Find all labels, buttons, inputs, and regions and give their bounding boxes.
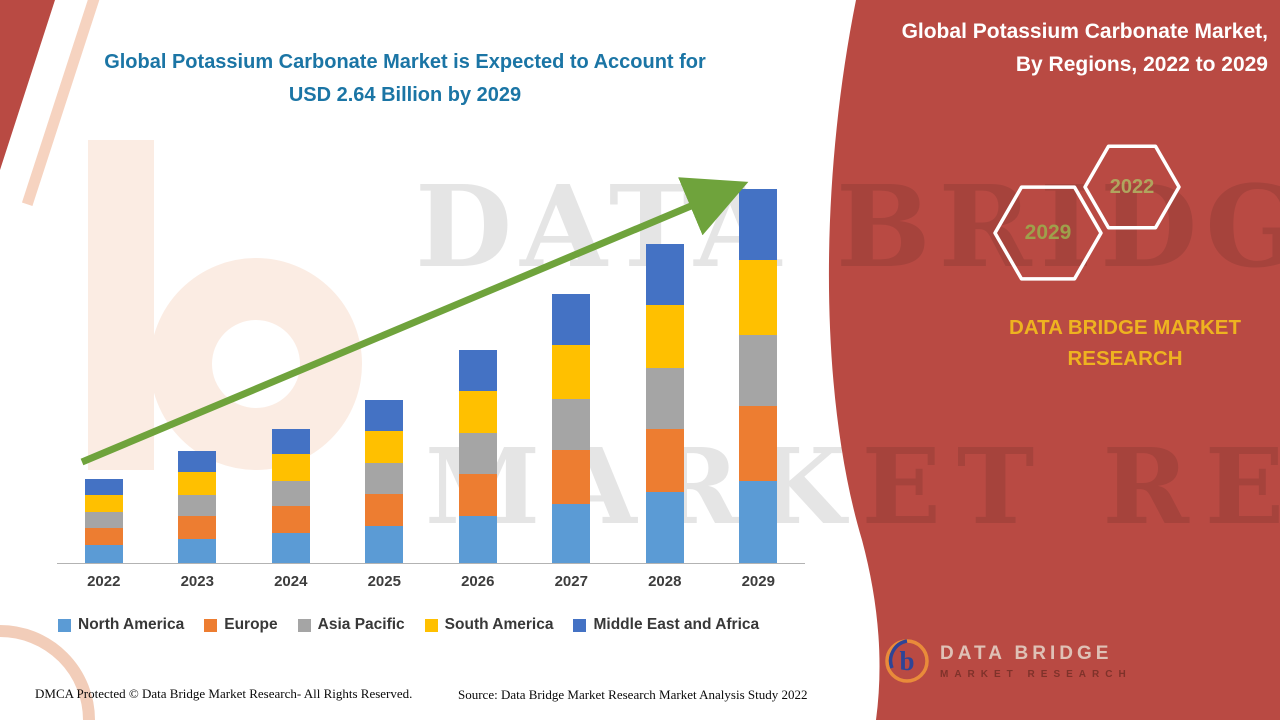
bar-segment-2027-asia-pacific (552, 399, 591, 450)
data-bridge-logo-icon: b (885, 639, 929, 683)
bar-segment-2025-south-america (365, 431, 404, 463)
bar-2022 (84, 479, 123, 563)
bar-segment-2026-south-america (458, 391, 497, 433)
bar-segment-2022-asia-pacific (84, 512, 123, 528)
bar-segment-2029-asia-pacific (739, 335, 778, 406)
x-label-2029: 2029 (741, 573, 775, 590)
bar-segment-2022-north-america (84, 545, 123, 563)
legend-label: Asia Pacific (317, 616, 405, 633)
bar-segment-2022-europe (84, 528, 123, 545)
bar-segment-2026-middle-east-and-africa (458, 350, 497, 391)
x-axis-labels: 2022 2023 2024 2025 2026 2027 2028 2029 (57, 573, 805, 590)
source-note: Source: Data Bridge Market Research Mark… (458, 687, 808, 702)
bar-2027 (552, 294, 591, 563)
legend-swatch (573, 618, 587, 632)
data-bridge-logo: b DATA BRIDGE MARKET RESEARCH (884, 638, 1132, 684)
bar-segment-2025-europe (365, 494, 404, 526)
legend-label: North America (78, 616, 185, 633)
bottom-left-arc-decoration (0, 625, 95, 720)
plot-area (57, 168, 805, 564)
bar-segment-2023-europe (178, 516, 217, 539)
bar-segment-2025-north-america (365, 526, 404, 563)
bar-segment-2024-south-america (271, 454, 310, 481)
logo-b-glyph: b (899, 646, 914, 676)
bar-segment-2023-asia-pacific (178, 495, 217, 516)
legend-label: Middle East and Africa (593, 616, 760, 633)
x-label-2026: 2026 (461, 573, 495, 590)
panel-heading: Global Potassium Carbonate Market, By Re… (901, 20, 1268, 76)
x-label-2025: 2025 (367, 573, 401, 590)
legend-swatch (297, 618, 311, 632)
bar-segment-2025-middle-east-and-africa (365, 400, 404, 431)
bar-segment-2029-south-america (739, 260, 778, 335)
bar-segment-2027-middle-east-and-africa (552, 294, 591, 345)
chart-title: Global Potassium Carbonate Market is Exp… (55, 46, 755, 112)
bar-segment-2024-middle-east-and-africa (271, 429, 310, 454)
x-label-2022: 2022 (87, 573, 121, 590)
x-label-2028: 2028 (648, 573, 682, 590)
bar-2029 (739, 189, 778, 563)
logo-name: DATA BRIDGE (940, 642, 1113, 664)
bar-2028 (645, 244, 684, 563)
chart-title-line2: USD 2.64 Billion by 2029 (288, 84, 522, 106)
legend-item-middle-east-and-africa: Middle East and Africa (573, 616, 759, 634)
bar-segment-2024-europe (271, 506, 310, 533)
bar-segment-2022-south-america (84, 495, 123, 512)
legend-swatch (58, 618, 71, 632)
bar-2023 (178, 451, 217, 563)
legend-item-south-america: South America (424, 616, 554, 634)
logo-subtext: MARKET RESEARCH (940, 668, 1132, 680)
bar-segment-2028-europe (645, 429, 684, 492)
legend-label: Europe (224, 616, 278, 633)
bar-2026 (458, 350, 497, 563)
bar-segment-2026-asia-pacific (458, 433, 497, 474)
legend-swatch (204, 618, 218, 632)
legend-item-north-america: North America (58, 616, 184, 634)
hexagon-label-2029: 2029 (1024, 221, 1072, 244)
legend-swatch (424, 618, 438, 632)
brand-text: DATA BRIDGE MARKET RESEARCH (1009, 316, 1241, 370)
chart-legend: North America Europe Asia Pacific South Ame… (58, 616, 759, 634)
bar-segment-2028-asia-pacific (645, 368, 684, 429)
x-label-2024: 2024 (274, 573, 308, 590)
bar-segment-2027-south-america (552, 345, 591, 399)
x-label-2027: 2027 (554, 573, 588, 590)
bar-segment-2024-asia-pacific (271, 481, 310, 506)
chart-title-line1: Global Potassium Carbonate Market is Exp… (104, 51, 706, 73)
dmca-notice: DMCA Protected © Data Bridge Market Rese… (35, 686, 413, 701)
bar-segment-2026-north-america (458, 516, 497, 563)
bar-segment-2023-north-america (178, 539, 217, 563)
bar-segment-2027-europe (552, 450, 591, 504)
stacked-bar-chart: 2022 2023 2024 2025 2026 2027 2028 2029 (57, 168, 805, 590)
bar-2024 (271, 429, 310, 563)
hexagon-label-2022: 2022 (1109, 176, 1155, 198)
bar-segment-2026-europe (458, 474, 497, 516)
bar-segment-2029-middle-east-and-africa (739, 189, 778, 260)
bar-segment-2023-middle-east-and-africa (178, 451, 217, 472)
legend-item-asia-pacific: Asia Pacific (297, 616, 405, 634)
x-label-2023: 2023 (180, 573, 214, 590)
bar-segment-2023-south-america (178, 472, 217, 495)
legend-label: South America (444, 616, 554, 633)
legend-item-europe: Europe (204, 616, 278, 634)
bar-segment-2025-asia-pacific (365, 463, 404, 494)
bar-segment-2024-north-america (271, 533, 310, 563)
bar-segment-2029-europe (739, 406, 778, 481)
bar-segment-2028-middle-east-and-africa (645, 244, 684, 305)
bar-segment-2022-middle-east-and-africa (84, 479, 123, 495)
bar-2025 (365, 400, 404, 563)
bar-segment-2029-north-america (739, 481, 778, 563)
bar-segment-2027-north-america (552, 504, 591, 563)
bar-segment-2028-south-america (645, 305, 684, 368)
bar-segment-2028-north-america (645, 492, 684, 563)
